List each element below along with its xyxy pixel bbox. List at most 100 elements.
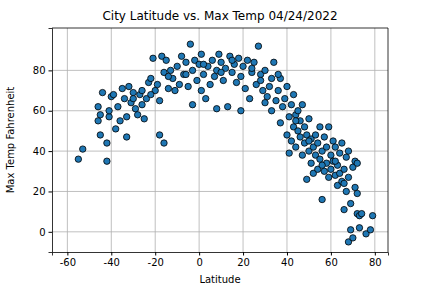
tick-mark xyxy=(49,151,53,152)
point xyxy=(288,138,294,144)
tick-label: 20 xyxy=(237,257,250,268)
tick-label: -60 xyxy=(60,257,76,268)
point xyxy=(139,87,145,93)
point xyxy=(148,91,154,97)
tick: 80 xyxy=(369,252,382,268)
point xyxy=(347,227,353,233)
point xyxy=(126,83,132,89)
point xyxy=(317,124,323,130)
point xyxy=(104,158,110,164)
point xyxy=(306,116,312,122)
point xyxy=(321,134,327,140)
point xyxy=(165,85,171,91)
point xyxy=(214,106,220,112)
point xyxy=(238,108,244,114)
tick-label: 20 xyxy=(33,186,46,197)
y-axis: 0 20 40 60 80 xyxy=(33,29,53,253)
tick-label: 0 xyxy=(39,227,45,238)
point xyxy=(176,81,182,87)
point xyxy=(132,106,138,112)
point xyxy=(299,152,305,158)
point xyxy=(301,124,307,130)
point xyxy=(330,138,336,144)
point xyxy=(95,104,101,110)
point xyxy=(266,83,272,89)
point xyxy=(352,184,358,190)
point xyxy=(218,59,224,65)
point xyxy=(356,225,362,231)
point xyxy=(123,134,129,140)
point xyxy=(341,180,347,186)
point xyxy=(156,97,162,103)
point xyxy=(183,59,189,65)
point xyxy=(198,87,204,93)
tick-mark xyxy=(375,252,376,256)
point xyxy=(354,190,360,196)
tick: 80 xyxy=(33,65,52,76)
point xyxy=(80,146,86,152)
point xyxy=(207,81,213,87)
tick-mark xyxy=(49,70,53,71)
point xyxy=(317,156,323,162)
point xyxy=(354,160,360,166)
point xyxy=(154,81,160,87)
point xyxy=(251,59,257,65)
tick-label: -20 xyxy=(148,257,164,268)
point xyxy=(106,108,112,114)
grid-line xyxy=(286,28,287,252)
tick: 40 xyxy=(281,252,294,268)
point xyxy=(275,71,281,77)
tick-mark xyxy=(243,252,244,256)
tick-label: 40 xyxy=(33,146,46,157)
point xyxy=(200,71,206,77)
point xyxy=(134,112,140,118)
point xyxy=(358,210,364,216)
point xyxy=(341,166,347,172)
point xyxy=(163,57,169,63)
point xyxy=(282,95,288,101)
point xyxy=(367,227,373,233)
point xyxy=(295,128,301,134)
point xyxy=(172,87,178,93)
grid-line xyxy=(52,231,388,232)
point xyxy=(288,101,294,107)
point xyxy=(203,95,209,101)
point xyxy=(290,91,296,97)
chart: -60-40-20020406080020406080City Latitude… xyxy=(0,0,432,288)
frame xyxy=(52,28,388,29)
grid-line xyxy=(243,28,244,252)
point xyxy=(343,188,349,194)
tick-label: 60 xyxy=(33,105,46,116)
tick: -20 xyxy=(148,252,164,268)
point xyxy=(218,69,224,75)
point xyxy=(275,87,281,93)
point xyxy=(345,174,351,180)
point xyxy=(273,97,279,103)
tick-mark xyxy=(287,252,288,256)
tick-label: 0 xyxy=(196,257,202,268)
tick-label: 80 xyxy=(369,257,382,268)
point xyxy=(350,235,356,241)
x-axis-title: Latitude xyxy=(199,274,240,285)
point xyxy=(321,168,327,174)
point xyxy=(240,63,246,69)
point xyxy=(286,114,292,120)
grid-line xyxy=(52,191,388,192)
point xyxy=(141,116,147,122)
point xyxy=(262,67,268,73)
point xyxy=(97,132,103,138)
point xyxy=(229,69,235,75)
point xyxy=(284,132,290,138)
point xyxy=(115,104,121,110)
point xyxy=(174,63,180,69)
point xyxy=(332,144,338,150)
tick: 20 xyxy=(33,186,52,197)
point xyxy=(110,91,116,97)
point xyxy=(343,154,349,160)
point xyxy=(332,158,338,164)
point xyxy=(328,166,334,172)
point xyxy=(99,89,105,95)
tick: 60 xyxy=(325,252,338,268)
point xyxy=(238,73,244,79)
point xyxy=(224,104,230,110)
